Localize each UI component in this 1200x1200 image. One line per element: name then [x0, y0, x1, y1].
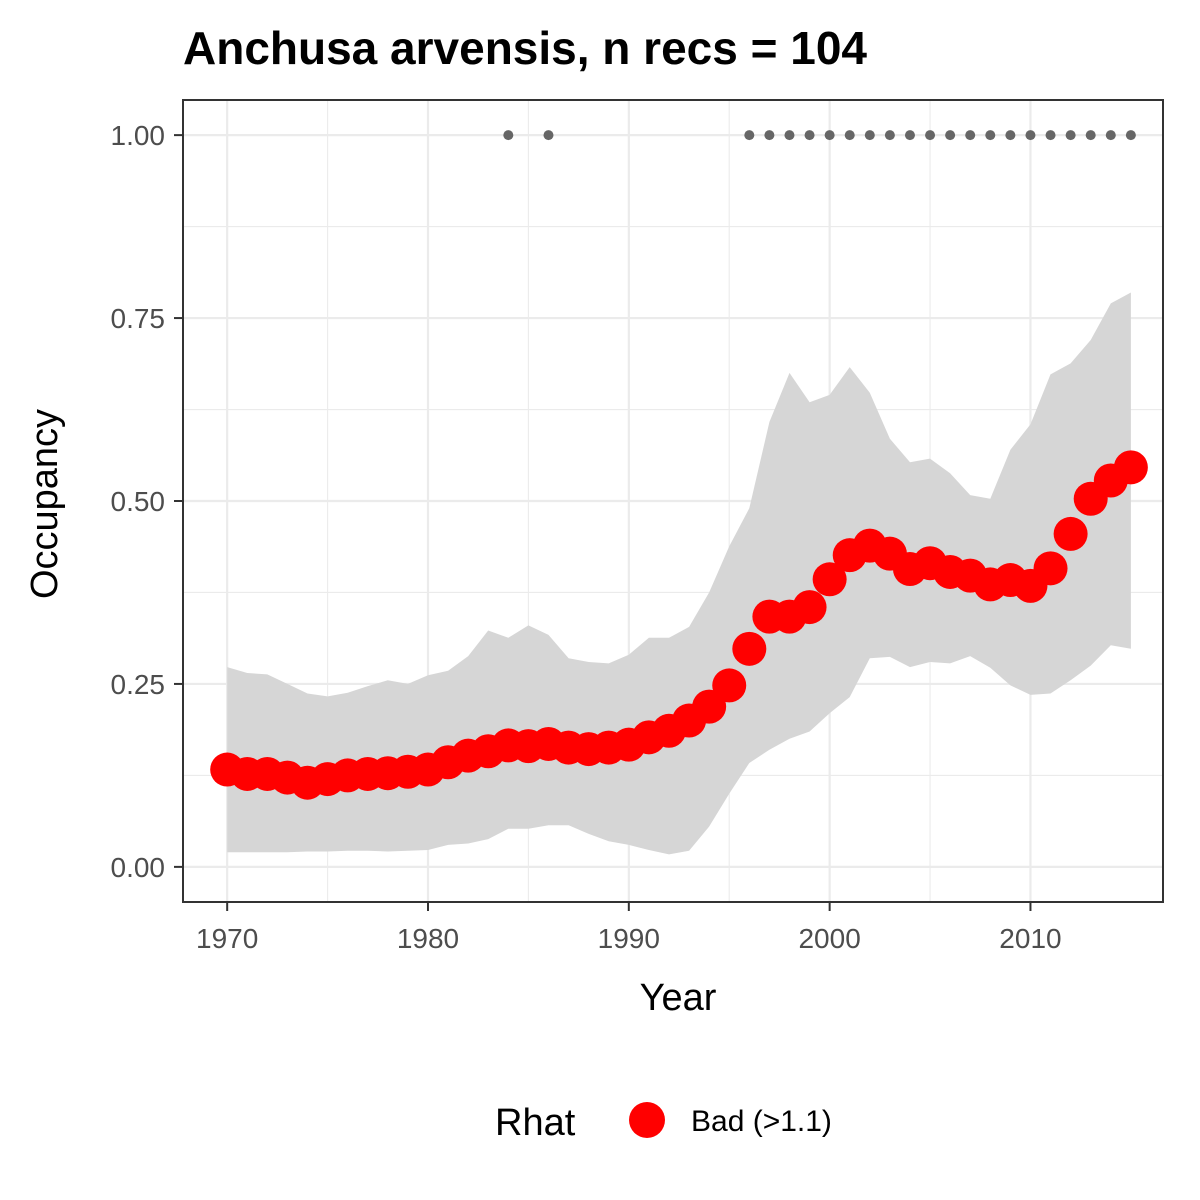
legend: Rhat Bad (>1.1): [495, 1102, 832, 1144]
occupancy-point: [732, 631, 767, 666]
legend-title: Rhat: [495, 1102, 576, 1144]
record-year-dot: [884, 130, 895, 141]
confidence-ribbon: [227, 292, 1131, 855]
x-tick-label: 1970: [196, 923, 258, 954]
record-year-dot: [1105, 130, 1116, 141]
record-year-dot: [965, 130, 976, 141]
record-year-dot: [1025, 130, 1036, 141]
occupancy-point: [1033, 551, 1068, 586]
occupancy-point: [1053, 516, 1088, 551]
x-tick-label: 2000: [798, 923, 860, 954]
x-tick-label: 1980: [397, 923, 459, 954]
record-year-dot: [904, 130, 915, 141]
record-year-dot: [1005, 130, 1016, 141]
record-year-dot: [764, 130, 775, 141]
confidence-ribbon-layer: [227, 292, 1131, 855]
x-axis-title: Year: [640, 977, 717, 1019]
x-tick-label: 1990: [598, 923, 660, 954]
record-year-dot: [1125, 130, 1136, 141]
occupancy-point: [692, 689, 727, 724]
record-year-dot: [503, 130, 514, 141]
record-year-dot: [804, 130, 815, 141]
occupancy-point: [1113, 450, 1148, 485]
occupancy-point: [792, 590, 827, 625]
record-year-dot: [1045, 130, 1056, 141]
y-tick-label: 0.00: [111, 852, 166, 883]
record-year-dot: [744, 130, 755, 141]
record-year-dot: [925, 130, 936, 141]
record-year-dot: [543, 130, 554, 141]
legend-key-bad: [629, 1102, 665, 1138]
y-axis-title: Occupancy: [24, 409, 66, 599]
record-year-dot: [1065, 130, 1076, 141]
occupancy-point: [812, 562, 847, 597]
x-tick-label: 2010: [999, 923, 1061, 954]
record-year-dot: [864, 130, 875, 141]
y-tick-label: 0.50: [111, 486, 166, 517]
record-year-dot: [824, 130, 835, 141]
y-tick-label: 0.75: [111, 303, 166, 334]
record-year-dot: [784, 130, 795, 141]
occupancy-point: [712, 668, 747, 703]
x-axis: 1970 1980 1990 2000 2010: [196, 902, 1062, 954]
plot-panel: [182, 99, 1164, 903]
record-dots-layer: [503, 130, 1136, 141]
record-year-dot: [1085, 130, 1096, 141]
record-year-dot: [985, 130, 996, 141]
y-tick-label: 1.00: [111, 120, 166, 151]
y-axis: 0.00 0.25 0.50 0.75 1.00: [111, 120, 183, 883]
record-year-dot: [844, 130, 855, 141]
occupancy-points-layer: [210, 450, 1148, 800]
record-year-dot: [945, 130, 956, 141]
legend-label-bad: Bad (>1.1): [691, 1105, 832, 1138]
y-tick-label: 0.25: [111, 669, 166, 700]
chart-title: Anchusa arvensis, n recs = 104: [183, 22, 867, 74]
